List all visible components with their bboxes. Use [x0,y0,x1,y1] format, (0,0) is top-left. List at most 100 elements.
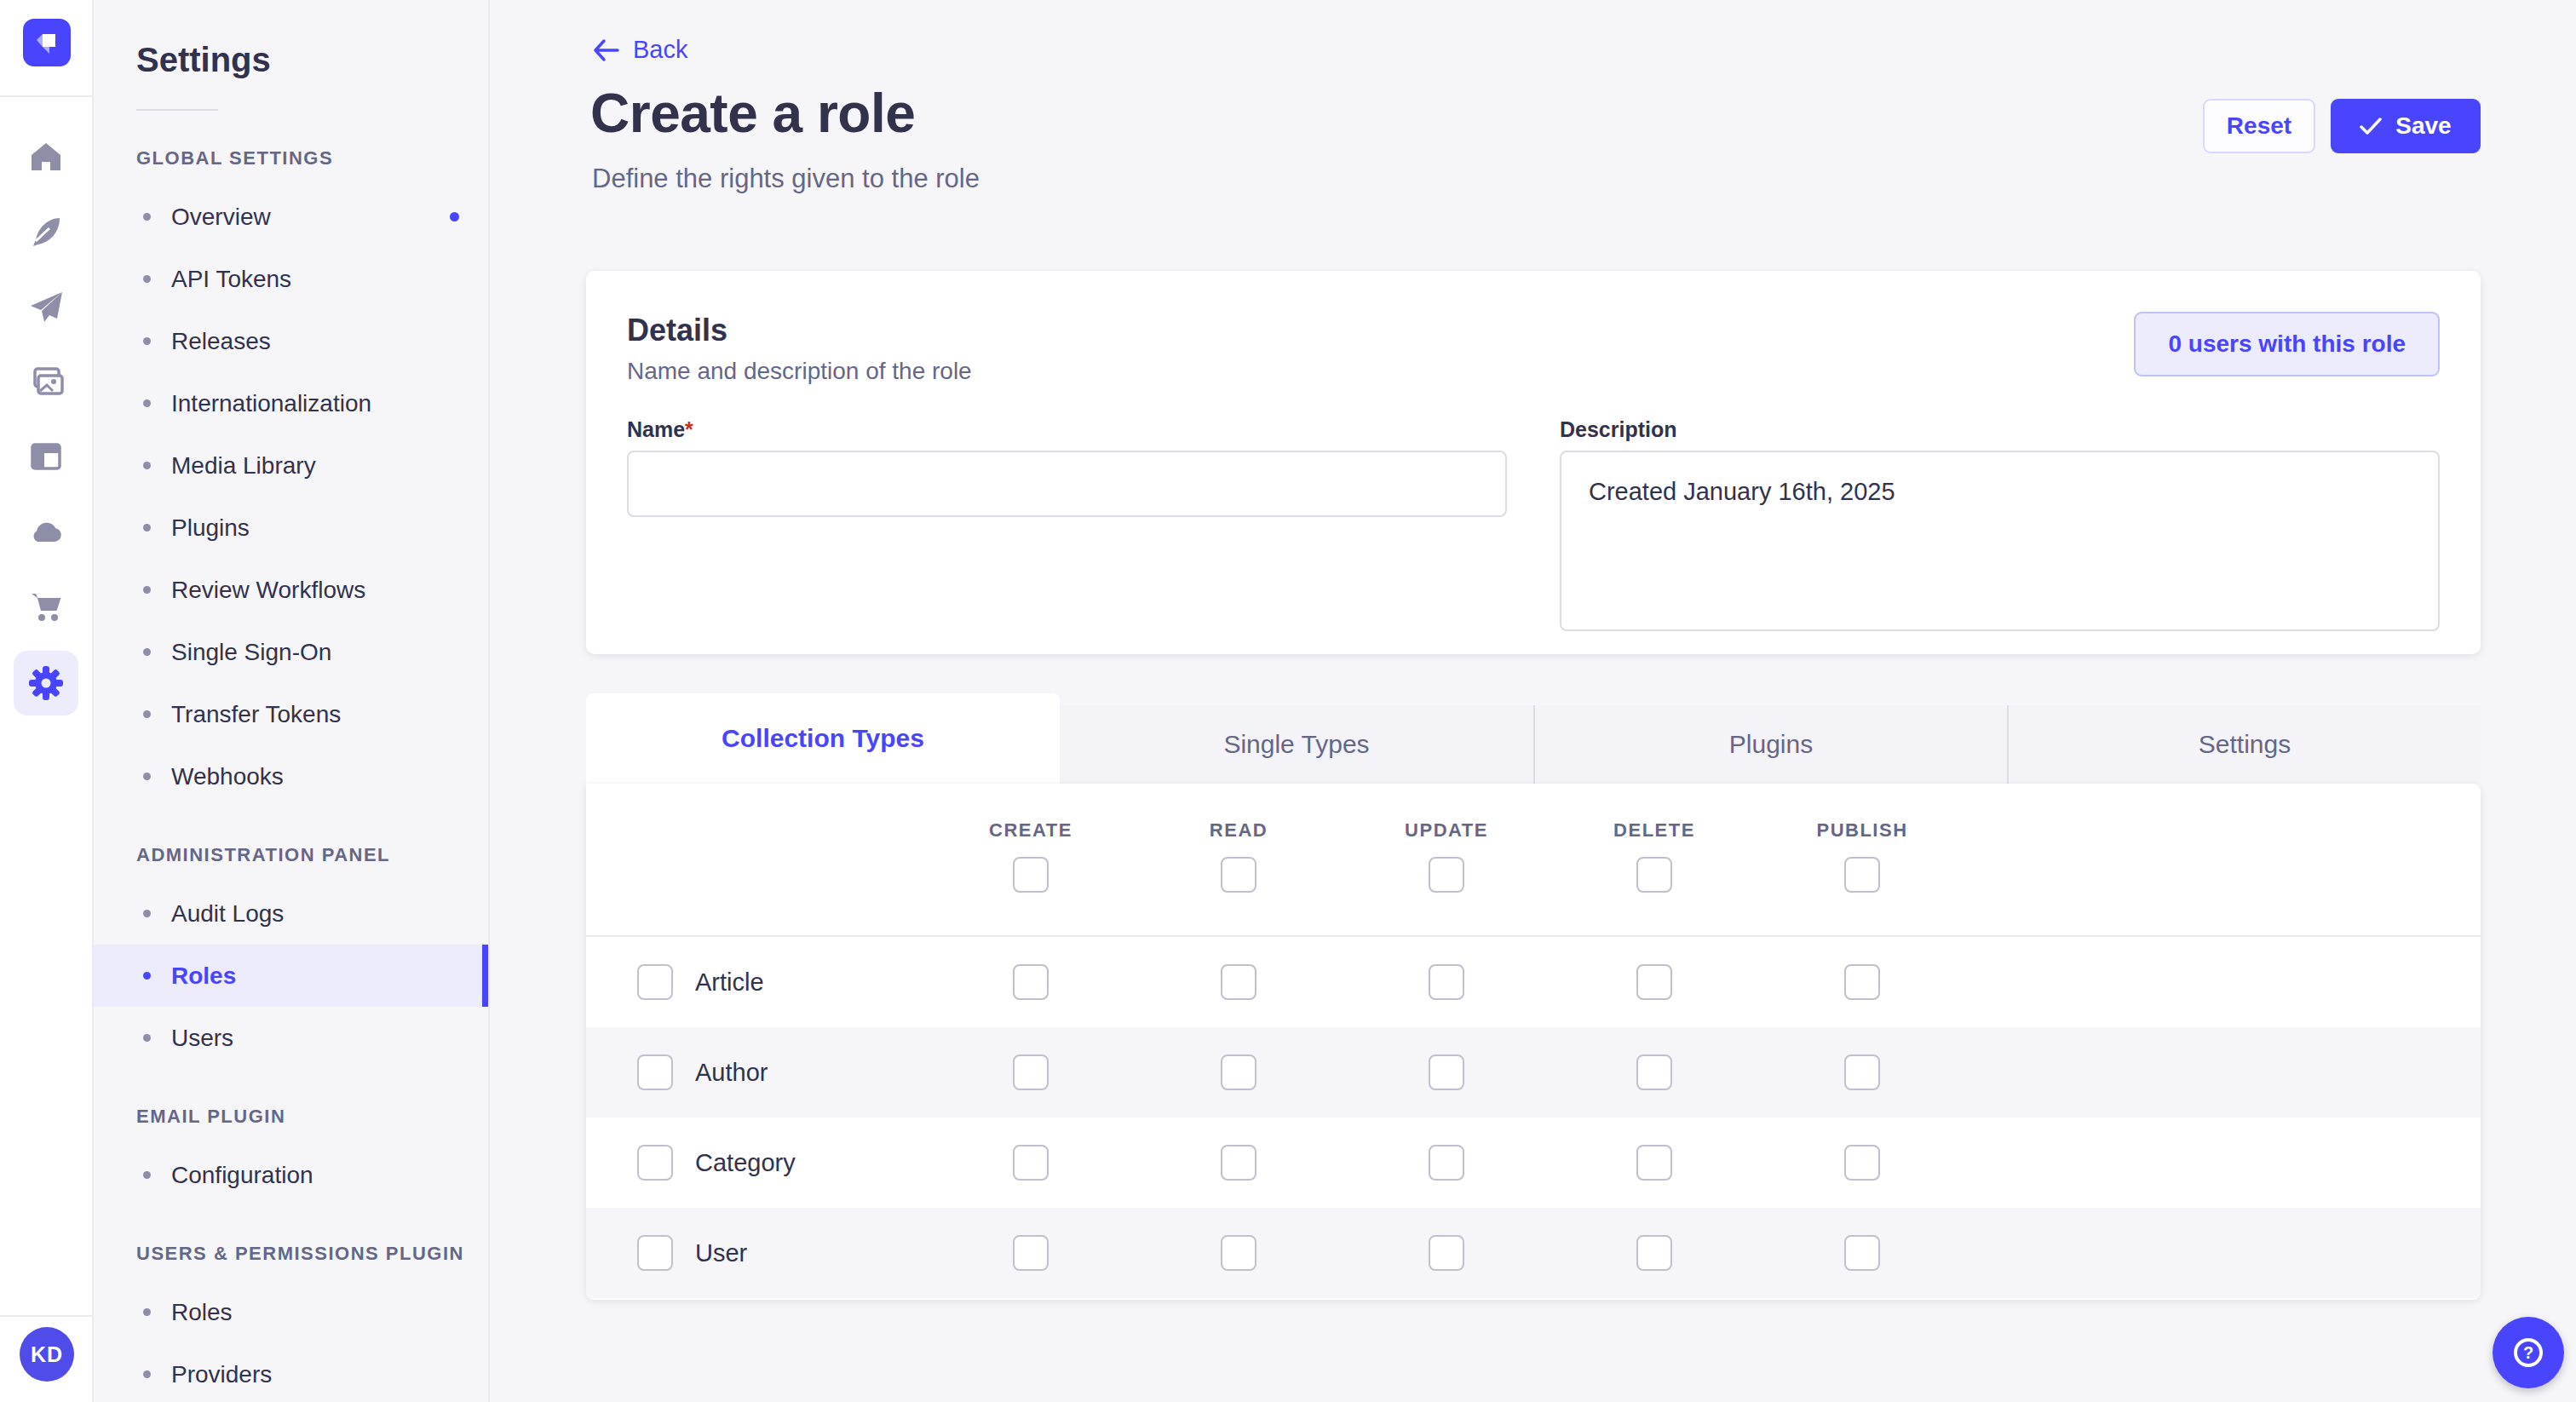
select-all-read-checkbox[interactable] [1221,857,1256,893]
rail-divider [0,95,92,97]
section-title-email-plugin: EMAIL PLUGIN [136,1105,488,1129]
feather-icon[interactable] [14,194,78,269]
layout-icon[interactable] [14,419,78,494]
bullet-icon [143,1370,151,1378]
row-select-checkbox[interactable] [637,1145,673,1181]
home-icon[interactable] [14,119,78,194]
user-create-checkbox[interactable] [1013,1235,1049,1271]
row-select-checkbox[interactable] [637,964,673,1000]
table-row-article: Article [586,937,2481,1027]
bullet-icon [143,648,151,656]
author-create-checkbox[interactable] [1013,1054,1049,1090]
article-update-checkbox[interactable] [1429,964,1464,1000]
category-publish-checkbox[interactable] [1844,1145,1880,1181]
sidebar-item-configuration[interactable]: Configuration [94,1144,488,1206]
permissions-table: CREATE READ UPDATE DELETE PUBLISH [586,784,2481,1300]
select-all-update-checkbox[interactable] [1429,857,1464,893]
main-content: Back Create a role Define the rights giv… [490,0,2576,1402]
description-field-label: Description [1560,417,2440,442]
column-header-publish: PUBLISH [1758,819,1966,842]
section-title-users-permissions-plugin: USERS & PERMISSIONS PLUGIN [136,1242,488,1266]
table-row-user: User [586,1208,2481,1298]
sidebar-item-roles-active[interactable]: Roles [94,945,488,1007]
cloud-icon[interactable] [14,494,78,569]
cart-icon[interactable] [14,569,78,644]
row-select-checkbox[interactable] [637,1235,673,1271]
select-all-publish-checkbox[interactable] [1844,857,1880,893]
sidebar-item-review-workflows[interactable]: Review Workflows [94,559,488,621]
settings-create-role-screen: KD Settings GLOBAL SETTINGS Overview API… [0,0,2576,1402]
author-update-checkbox[interactable] [1429,1054,1464,1090]
bullet-icon [143,275,151,283]
save-button[interactable]: Save [2331,99,2481,153]
sidebar-item-releases[interactable]: Releases [94,310,488,372]
sidebar-item-media-library[interactable]: Media Library [94,434,488,497]
article-delete-checkbox[interactable] [1636,964,1672,1000]
category-create-checkbox[interactable] [1013,1145,1049,1181]
sidebar-item-audit-logs[interactable]: Audit Logs [94,882,488,945]
tab-collection-types[interactable]: Collection Types [586,693,1060,784]
administration-panel-list: Audit Logs Roles Users [94,882,488,1069]
bullet-icon [143,972,151,980]
bullet-icon [143,462,151,469]
sidebar-item-api-tokens[interactable]: API Tokens [94,248,488,310]
tab-single-types[interactable]: Single Types [1060,705,1533,784]
sidebar-item-users[interactable]: Users [94,1007,488,1069]
sidebar-item-up-roles[interactable]: Roles [94,1281,488,1343]
details-subtitle: Name and description of the role [627,358,972,385]
sidebar-item-internationalization[interactable]: Internationalization [94,372,488,434]
sidebar-item-plugins[interactable]: Plugins [94,497,488,559]
gear-icon[interactable] [14,651,78,715]
permissions-tabs: Collection Types Single Types Plugins Se… [586,693,2481,784]
sidebar-item-single-sign-on[interactable]: Single Sign-On [94,621,488,683]
bullet-icon [143,773,151,780]
users-with-role-button[interactable]: 0 users with this role [2134,312,2440,376]
user-read-checkbox[interactable] [1221,1235,1256,1271]
bullet-icon [143,1034,151,1042]
bullet-icon [143,586,151,594]
help-button[interactable]: ? [2493,1317,2564,1388]
category-delete-checkbox[interactable] [1636,1145,1672,1181]
user-publish-checkbox[interactable] [1844,1235,1880,1271]
author-delete-checkbox[interactable] [1636,1054,1672,1090]
tab-plugins[interactable]: Plugins [1533,705,2007,784]
strapi-logo[interactable] [23,19,71,66]
sidebar-item-transfer-tokens[interactable]: Transfer Tokens [94,683,488,745]
reset-button[interactable]: Reset [2203,99,2315,153]
user-update-checkbox[interactable] [1429,1235,1464,1271]
required-asterisk: * [685,417,693,441]
select-all-create-checkbox[interactable] [1013,857,1049,893]
section-title-global-settings: GLOBAL SETTINGS [136,147,488,170]
column-header-delete: DELETE [1550,819,1758,842]
media-library-icon[interactable] [14,344,78,419]
description-textarea[interactable]: Created January 16th, 2025 [1560,451,2440,631]
sidebar-item-providers[interactable]: Providers [94,1343,488,1402]
user-avatar[interactable]: KD [20,1327,74,1382]
article-publish-checkbox[interactable] [1844,964,1880,1000]
bullet-icon [143,524,151,531]
article-create-checkbox[interactable] [1013,964,1049,1000]
select-all-delete-checkbox[interactable] [1636,857,1672,893]
strapi-logo-icon [32,28,61,57]
bullet-icon [143,399,151,407]
sidebar-item-webhooks[interactable]: Webhooks [94,745,488,807]
category-update-checkbox[interactable] [1429,1145,1464,1181]
page-subtitle: Define the rights given to the role [592,164,980,194]
settings-sidebar: Settings GLOBAL SETTINGS Overview API To… [94,0,490,1402]
bullet-icon [143,213,151,221]
category-read-checkbox[interactable] [1221,1145,1256,1181]
sidebar-item-overview[interactable]: Overview [94,186,488,248]
bullet-icon [143,337,151,345]
header-actions: Reset Save [2203,99,2481,153]
back-link[interactable]: Back [592,36,687,64]
user-delete-checkbox[interactable] [1636,1235,1672,1271]
author-read-checkbox[interactable] [1221,1054,1256,1090]
paper-plane-icon[interactable] [14,269,78,344]
tab-settings[interactable]: Settings [2007,705,2481,784]
name-input[interactable] [627,451,1507,517]
section-title-administration-panel: ADMINISTRATION PANEL [136,843,488,867]
author-publish-checkbox[interactable] [1844,1054,1880,1090]
article-read-checkbox[interactable] [1221,964,1256,1000]
row-select-checkbox[interactable] [637,1054,673,1090]
column-header-create: CREATE [927,819,1135,842]
